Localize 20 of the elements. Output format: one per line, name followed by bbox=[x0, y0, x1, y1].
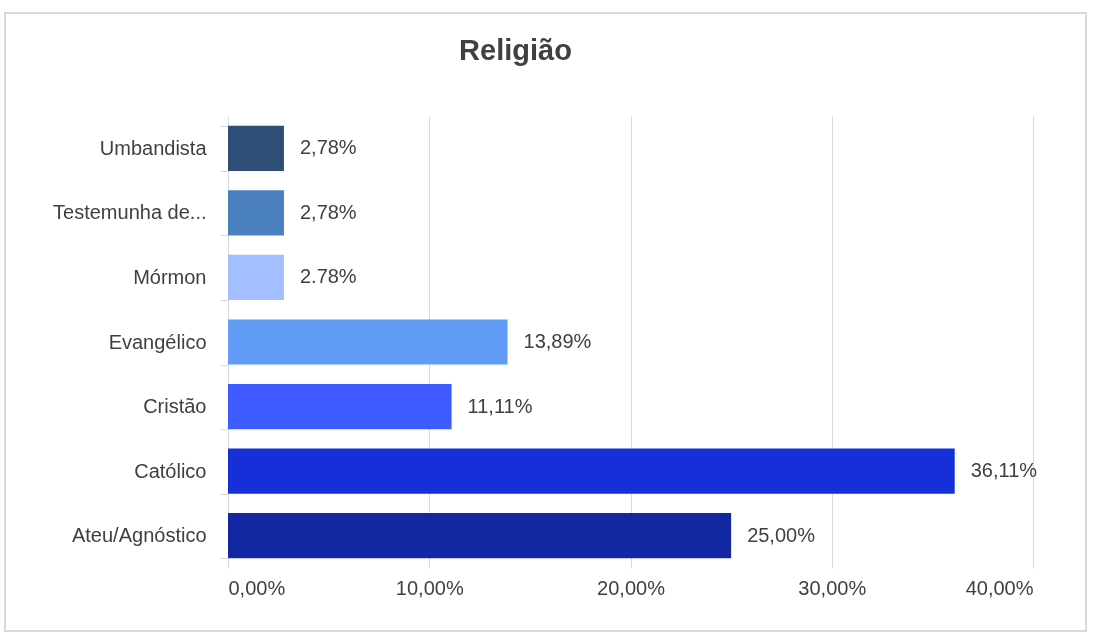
x-tick-label: 40,00% bbox=[965, 576, 1034, 599]
data-label: 2,78% bbox=[299, 200, 357, 223]
x-tick-label: 0,00% bbox=[228, 576, 286, 599]
y-tick-label: Umbandista bbox=[99, 136, 208, 159]
data-label: 2.78% bbox=[299, 265, 357, 288]
data-label: 11,11% bbox=[467, 394, 533, 417]
y-tick-label: Católico bbox=[134, 459, 207, 482]
x-tick-label: 10,00% bbox=[395, 576, 464, 599]
y-tick-label: Mórmon bbox=[133, 265, 207, 288]
x-tick-label: 30,00% bbox=[798, 576, 867, 599]
data-label: 2,78% bbox=[299, 136, 357, 159]
data-label: 25,00% bbox=[747, 523, 816, 546]
x-tick-label: 20,00% bbox=[597, 576, 666, 599]
chart-title: Religião bbox=[459, 34, 572, 66]
y-tick-label: Evangélico bbox=[108, 330, 207, 353]
y-tick-label: Testemunha de... bbox=[53, 201, 207, 224]
y-tick-label: Cristão bbox=[143, 395, 207, 418]
data-label: 36,11% bbox=[970, 459, 1038, 482]
y-tick-label: Ateu/Agnóstico bbox=[71, 524, 207, 547]
data-label: 13,89% bbox=[523, 330, 592, 352]
